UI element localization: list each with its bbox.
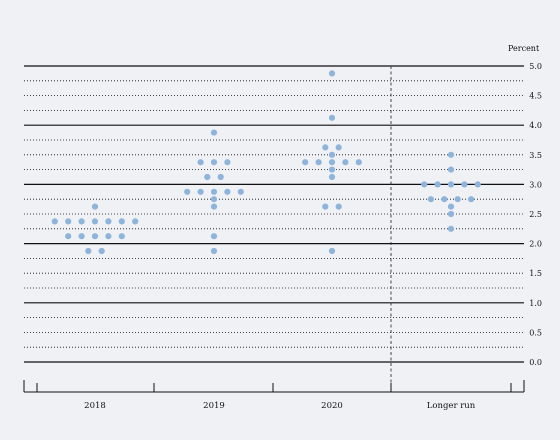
dot	[210, 188, 218, 195]
y-tick-label: 1.0	[529, 299, 542, 308]
dot	[210, 233, 218, 240]
y-tick-label: 0.5	[529, 328, 542, 337]
dot	[51, 218, 58, 225]
dot	[105, 218, 112, 225]
y-axis-unit-label: Percent	[508, 44, 540, 53]
dot	[315, 159, 322, 166]
dot	[237, 188, 244, 195]
dot	[197, 188, 204, 195]
y-tick-label: 2.0	[529, 240, 542, 249]
dot	[328, 159, 336, 166]
dot	[210, 129, 218, 136]
dot	[210, 196, 218, 203]
dot	[447, 210, 455, 218]
dot	[328, 166, 336, 173]
dot	[210, 159, 218, 166]
x-category-label: 2018	[84, 401, 106, 411]
dot	[355, 159, 362, 166]
dot	[91, 218, 99, 225]
dot	[447, 151, 455, 158]
dot	[328, 114, 336, 121]
dots	[51, 70, 481, 255]
dot	[335, 203, 342, 210]
dot	[328, 70, 336, 77]
dot	[210, 247, 218, 255]
x-category-labels: 2018 2019 2020 Longer run	[84, 401, 476, 411]
gridlines	[24, 65, 524, 363]
dot	[204, 173, 211, 181]
dot	[65, 218, 72, 225]
y-tick-label: 0.0	[529, 358, 542, 367]
x-category-label: Longer run	[427, 401, 476, 411]
dot	[427, 196, 434, 203]
dot	[328, 151, 336, 158]
dot	[421, 181, 428, 188]
y-tick-label: 2.5	[529, 210, 542, 219]
dot	[434, 181, 441, 188]
y-tick-label: 4.5	[529, 92, 542, 101]
y-tick-label: 3.5	[529, 151, 542, 160]
dot	[197, 159, 204, 166]
dot	[78, 218, 85, 225]
dot	[85, 247, 92, 255]
dot	[132, 218, 139, 225]
dot	[65, 233, 72, 240]
dot	[447, 203, 455, 210]
dot	[328, 247, 336, 255]
dot	[302, 159, 309, 166]
dot	[78, 233, 85, 240]
dot	[468, 196, 475, 203]
dot	[474, 181, 481, 188]
dot	[454, 196, 461, 203]
dot	[447, 166, 455, 173]
dot	[328, 173, 336, 181]
dot	[441, 196, 448, 203]
dot	[91, 233, 99, 240]
dot	[322, 144, 329, 151]
dot	[322, 203, 329, 210]
dot	[217, 173, 224, 181]
y-tick-label: 3.0	[529, 180, 542, 189]
y-tick-label: 5.0	[529, 62, 542, 71]
y-tick-label: 4.0	[529, 121, 542, 130]
dot	[118, 233, 125, 240]
dot	[447, 181, 455, 188]
dot	[91, 203, 99, 210]
y-tick-labels: 0.0 0.5 1.0 1.5 2.0 2.5 3.0 3.5 4.0 4.5 5.0	[529, 62, 542, 367]
dot	[461, 181, 468, 188]
dot	[335, 144, 342, 151]
y-tick-label: 1.5	[529, 269, 542, 278]
dot	[118, 218, 125, 225]
dot	[98, 247, 105, 255]
dot	[224, 159, 231, 166]
x-axis	[23, 380, 525, 393]
x-category-label: 2019	[203, 401, 225, 411]
dot	[224, 188, 231, 195]
x-category-label: 2020	[321, 401, 343, 411]
dot	[105, 233, 112, 240]
dot	[447, 225, 455, 232]
dot	[184, 188, 191, 195]
dot	[210, 203, 218, 210]
dot	[342, 159, 349, 166]
